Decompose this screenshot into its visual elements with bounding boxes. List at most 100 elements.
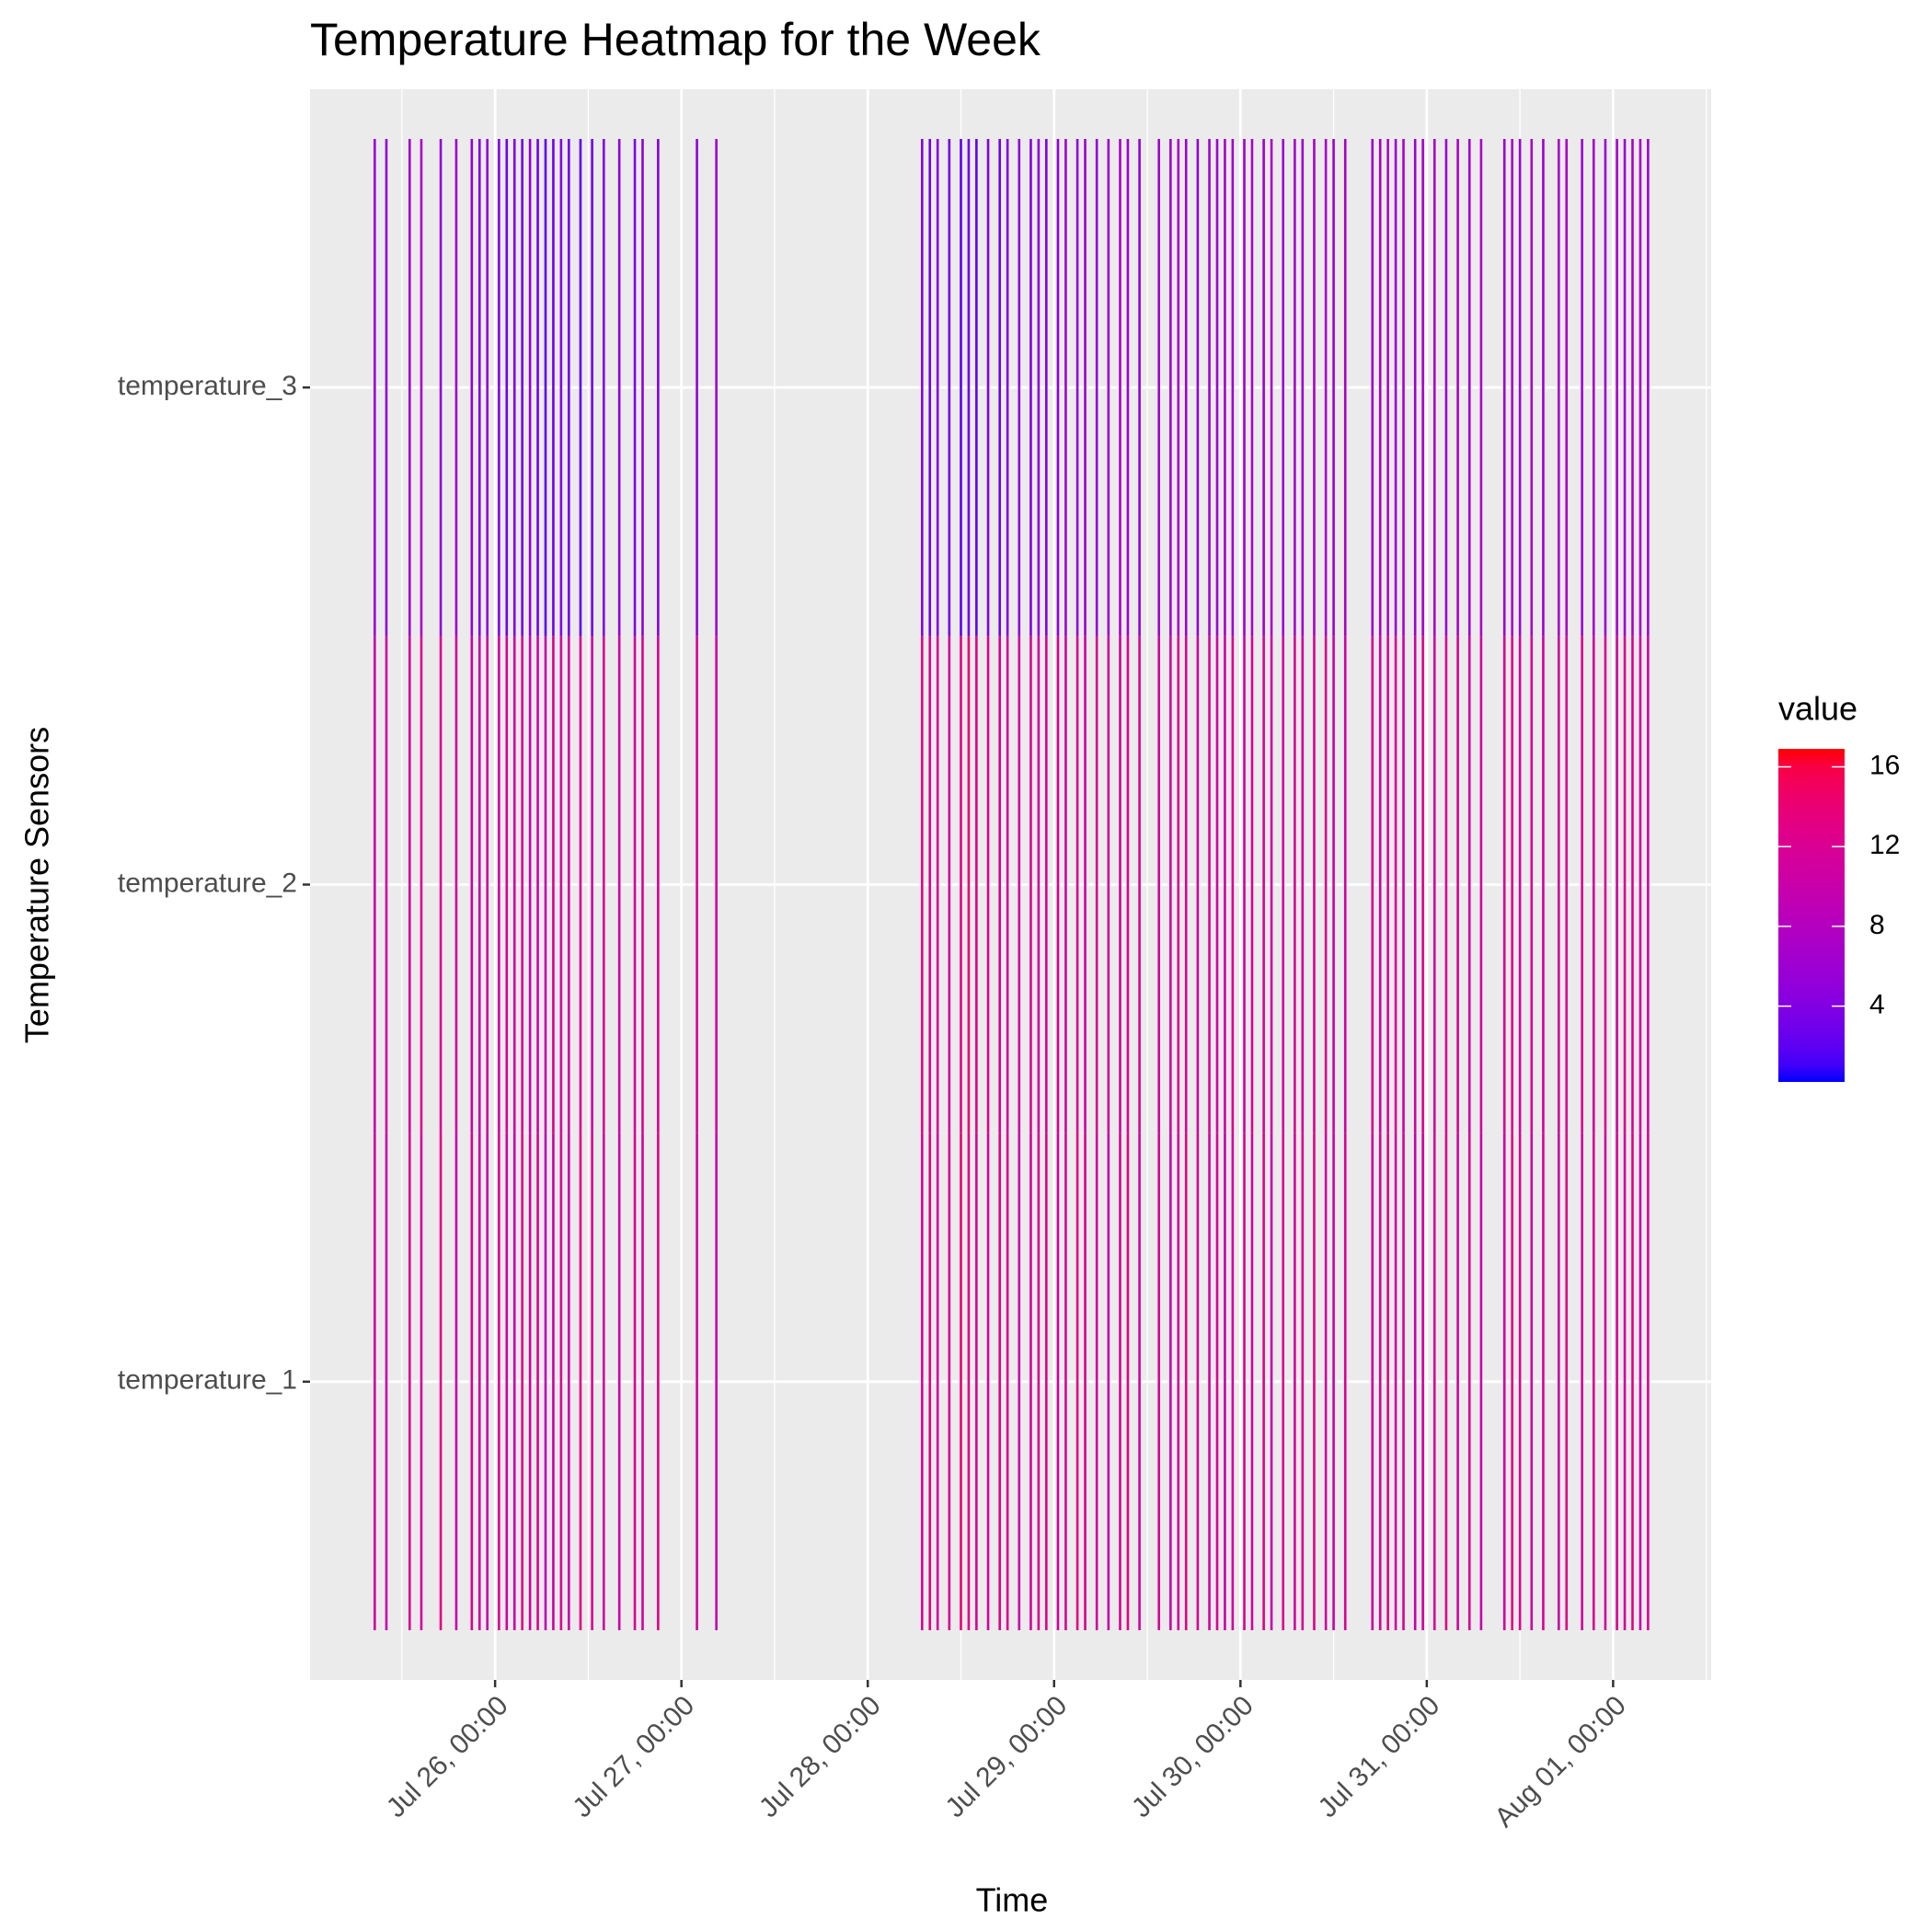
heat-tile: [544, 636, 547, 1133]
heat-tile: [1432, 636, 1436, 1133]
heat-tile: [1518, 139, 1522, 637]
heat-tile: [633, 139, 637, 637]
heat-tile: [1056, 139, 1060, 637]
tiles: [374, 139, 1650, 1630]
grid: [310, 89, 1711, 1680]
heat-tile: [1647, 139, 1650, 637]
heat-tile: [960, 1133, 962, 1630]
heat-tile: [936, 1133, 939, 1630]
heat-tile: [1467, 1133, 1471, 1630]
heat-tile: [536, 139, 539, 637]
heat-tile: [998, 139, 1001, 637]
heat-tile: [948, 636, 951, 1133]
heat-tile: [1444, 636, 1448, 1133]
heat-tile: [559, 636, 563, 1133]
heat-tile: [1604, 636, 1607, 1133]
heat-tile: [505, 139, 509, 637]
heat-tile: [1565, 139, 1569, 637]
heat-tile: [960, 139, 962, 637]
heat-tile: [1029, 636, 1032, 1133]
heat-tile: [408, 139, 411, 637]
heat-tile: [1262, 1133, 1265, 1630]
heat-tile: [920, 1133, 924, 1630]
heat-tile: [528, 139, 532, 637]
heat-tile: [1177, 1133, 1180, 1630]
heat-tile: [1592, 139, 1595, 637]
heat-tile: [936, 636, 939, 1133]
legend-tick-label: 4: [1869, 990, 1885, 1020]
heat-tile: [1639, 1133, 1642, 1630]
legend-tick-label: 16: [1869, 750, 1900, 780]
heat-tile: [454, 139, 458, 637]
heat-tile: [948, 139, 951, 637]
heat-tile: [544, 139, 547, 637]
heat-tile: [975, 1133, 978, 1630]
x-tick-label: Jul 31, 00:00: [1313, 1690, 1446, 1823]
heat-tile: [1616, 636, 1618, 1133]
heat-tile: [1064, 1133, 1067, 1630]
heat-tile: [1386, 1133, 1389, 1630]
heat-tile: [1592, 1133, 1595, 1630]
heat-tile: [1250, 636, 1254, 1133]
heat-tile: [1196, 139, 1200, 637]
heat-tile: [1119, 1133, 1121, 1630]
heat-tile: [420, 636, 423, 1133]
heat-tile: [1138, 139, 1141, 637]
y-tick-label: temperature_1: [118, 1365, 297, 1396]
heat-tile: [1518, 636, 1522, 1133]
heat-tile: [591, 1133, 593, 1630]
heat-tile: [633, 636, 637, 1133]
heat-tile: [1294, 1133, 1296, 1630]
heat-tile: [1282, 1133, 1285, 1630]
heat-tile: [568, 1133, 570, 1630]
heat-tile: [568, 636, 570, 1133]
heat-tile: [998, 636, 1001, 1133]
heat-tile: [1343, 139, 1347, 637]
heat-tile: [1511, 1133, 1513, 1630]
heat-tile: [1196, 1133, 1200, 1630]
heat-tile: [1324, 1133, 1328, 1630]
heat-tile: [602, 139, 605, 637]
heat-tile: [1581, 139, 1583, 637]
x-tick-label: Jul 26, 00:00: [381, 1690, 514, 1823]
heat-tile: [715, 1133, 718, 1630]
heat-tile: [1371, 636, 1374, 1133]
heat-tile: [1456, 1133, 1459, 1630]
heat-tile: [1558, 1133, 1560, 1630]
heat-tile: [1639, 139, 1642, 637]
heat-tile: [986, 139, 990, 637]
heat-tile: [1467, 139, 1471, 637]
heat-tile: [1107, 636, 1110, 1133]
heat-tile: [1184, 139, 1188, 637]
heat-tile: [1215, 139, 1219, 637]
heat-tile: [1294, 139, 1296, 637]
heat-tile: [1542, 1133, 1545, 1630]
heat-tile: [477, 139, 481, 637]
heat-tile: [617, 636, 621, 1133]
heat-tile: [715, 636, 718, 1133]
heat-tile: [552, 636, 555, 1133]
heat-tile: [512, 636, 516, 1133]
heat-tile: [928, 636, 932, 1133]
heat-tile: [536, 1133, 539, 1630]
heat-tile: [498, 636, 500, 1133]
heat-tile: [715, 139, 718, 637]
heat-tile: [602, 1133, 605, 1630]
heat-tile: [1343, 1133, 1347, 1630]
heat-tile: [439, 1133, 443, 1630]
heat-tile: [1479, 1133, 1483, 1630]
heat-tile: [1502, 139, 1506, 637]
heat-tile: [1623, 1133, 1627, 1630]
heat-tile: [544, 1133, 547, 1630]
heat-tile: [1045, 139, 1048, 637]
heat-tile: [591, 636, 593, 1133]
heat-tile: [1558, 139, 1560, 637]
heat-tile: [1371, 1133, 1374, 1630]
heat-tile: [617, 1133, 621, 1630]
heat-tile: [641, 139, 644, 637]
heat-tile: [528, 1133, 532, 1630]
heat-tile: [1402, 139, 1405, 637]
heat-tile: [477, 1133, 481, 1630]
heat-tile: [486, 1133, 489, 1630]
heat-tile: [1456, 139, 1459, 637]
